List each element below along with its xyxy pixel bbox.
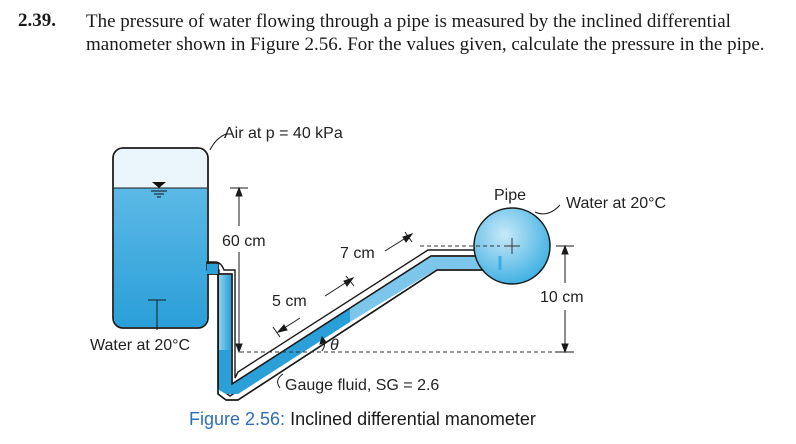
reference-lines [240, 245, 560, 353]
free-surface-symbol [151, 182, 167, 198]
caption-prefix: Figure 2.56: [189, 409, 285, 429]
pipe-label: Pipe [494, 187, 526, 204]
leader-lines [148, 133, 561, 389]
problem-statement: The pressure of water flowing through a … [86, 11, 765, 55]
dimension-60cm [230, 186, 248, 354]
water-pipe-label: Water at 20°C [566, 195, 666, 212]
dim-5-label: 5 cm [272, 293, 307, 310]
figure-caption: Figure 2.56: Inclined differential manom… [189, 409, 536, 429]
theta-label: θ [330, 337, 339, 354]
gauge-fluid-label: Gauge fluid, SG = 2.6 [285, 377, 439, 394]
dim-60-label: 60 cm [222, 233, 266, 250]
caption-title: Inclined differential manometer [285, 409, 536, 429]
manometer-tube [206, 249, 500, 401]
dim-7-label: 7 cm [340, 245, 375, 262]
water-tank [112, 147, 209, 329]
dim-10-label: 10 cm [540, 289, 584, 306]
pipe-cross-section [473, 207, 551, 285]
problem-number: 2.39. [18, 10, 56, 31]
water-tank-label: Water at 20°C [90, 337, 190, 354]
air-pressure-label: Air at p = 40 kPa [224, 125, 343, 142]
dimension-incline [272, 231, 414, 338]
dimension-10cm [556, 244, 574, 354]
theta-arc [319, 335, 327, 352]
